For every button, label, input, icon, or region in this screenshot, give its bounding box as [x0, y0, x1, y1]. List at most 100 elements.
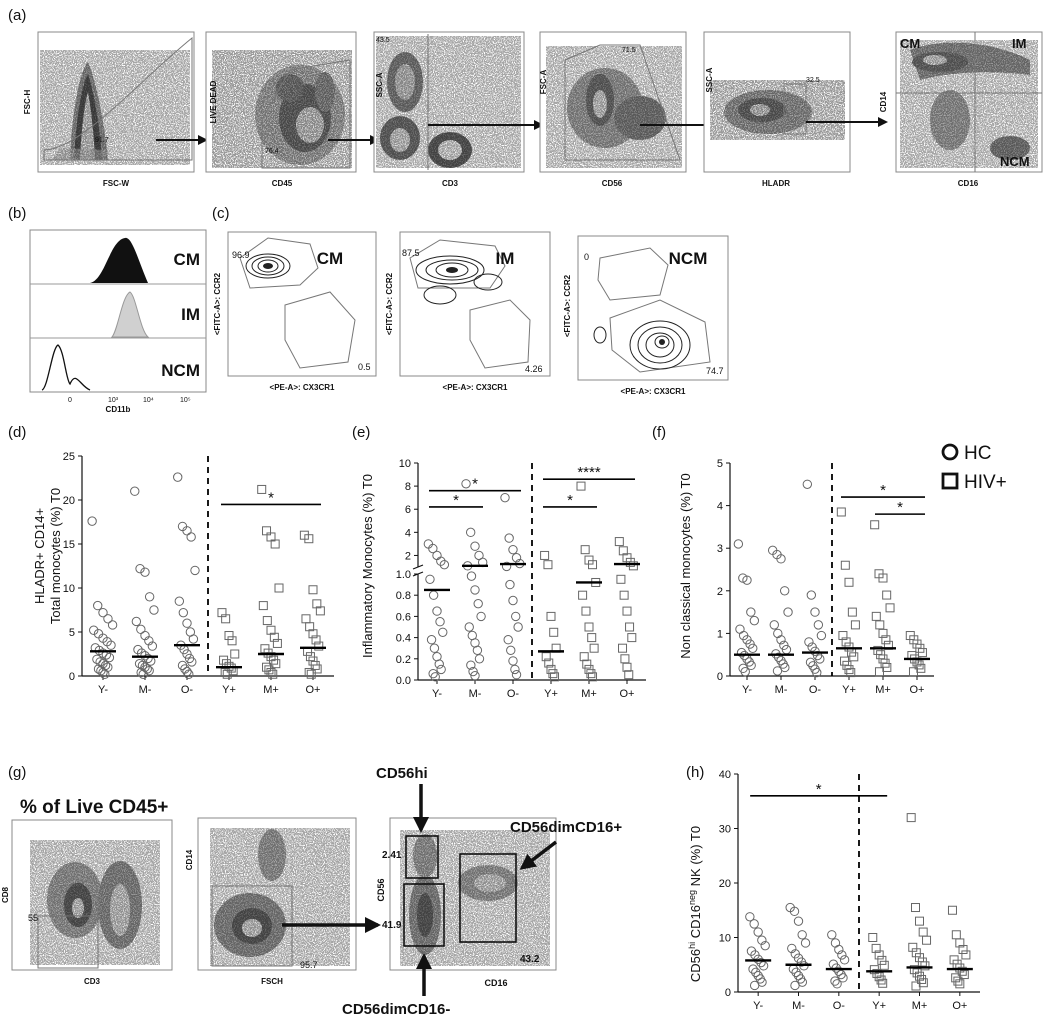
density-cloud [546, 46, 682, 168]
hiv-data-point [308, 629, 318, 639]
panel-h-label: (h) [686, 764, 704, 781]
hiv-data-point [838, 631, 848, 641]
ccr2-gate [239, 237, 319, 289]
ncm-histogram [41, 344, 91, 391]
callout-arrow [519, 840, 558, 870]
hc-data-point [436, 556, 446, 566]
hc-data-point [797, 930, 807, 940]
hc-data-point [103, 614, 113, 624]
hiv-data-point [620, 654, 630, 664]
hiv-data-point [578, 590, 588, 600]
panel-a-plot-2: 76.4 CD45 LIVE DEAD [205, 31, 357, 188]
row-label-im: IM [181, 305, 200, 324]
significance-marker: * [453, 492, 459, 509]
hc-data-point [815, 654, 825, 664]
significance-marker: * [472, 476, 478, 493]
hc-data-point [138, 669, 148, 679]
callout-cd56dim-cd16neg: CD56dimCD16- [342, 1001, 450, 1018]
hc-data-point [753, 927, 763, 937]
panel-b-histogram: CM IM NCM 0 10³ 10⁴ 10⁵ CD11b [29, 229, 207, 414]
hc-data-point [143, 653, 153, 664]
hiv-data-point [871, 943, 881, 953]
hiv-data-point [544, 658, 554, 668]
x-axis-label: CD45 [272, 179, 293, 188]
hc-data-point [511, 611, 521, 622]
hc-data-point [178, 607, 189, 618]
x-tick-label: O+ [952, 1000, 967, 1012]
y-axis-label: CD14 [879, 91, 888, 112]
hiv-data-point [850, 620, 860, 630]
hiv-data-point [274, 583, 284, 593]
y-axis-label: FSC-H [23, 90, 32, 115]
panel-g-title: % of Live CD45+ [20, 797, 168, 818]
y-axis-label: <FITC-A>: CCR2 [385, 272, 394, 335]
hc-data-point [466, 660, 476, 670]
hiv-data-point [586, 669, 596, 679]
y-tick-label: 0 [717, 671, 723, 683]
hc-data-point [838, 973, 848, 983]
hiv-data-point [224, 631, 234, 641]
hc-data-point [173, 472, 183, 482]
x-axis-label: CD3 [84, 977, 101, 986]
panel-e-label: (e) [352, 424, 370, 441]
hiv-data-point [580, 545, 590, 555]
hiv-data-point [625, 622, 635, 632]
y-axis-label: CD56 [376, 878, 386, 901]
x-tick-label: M+ [875, 684, 891, 696]
hc-data-point [470, 541, 480, 551]
y-tick-label: 10 [63, 583, 75, 595]
hc-data-point [134, 658, 145, 669]
hiv-data-point [844, 577, 854, 587]
y-axis-label: SSC-A [375, 72, 384, 97]
hc-data-point [136, 667, 146, 678]
hiv-data-point [849, 652, 859, 662]
hiv-data-point [541, 652, 551, 662]
x-axis-label: <PE-A>: CX3CR1 [270, 383, 335, 392]
hiv-data-point [258, 601, 268, 611]
panel-g-plot-1: 55 CD3 CD8 [1, 819, 173, 986]
contour-ncm [593, 320, 691, 370]
cx3cr1-gate [469, 299, 531, 369]
hiv-data-point [841, 637, 851, 647]
hc-data-point [746, 660, 756, 671]
hc-data-point [435, 617, 445, 627]
hc-data-point [184, 669, 194, 679]
cd3-gate [37, 915, 99, 969]
hiv-data-point [955, 938, 965, 948]
hiv-data-point [619, 590, 629, 600]
significance-marker: * [268, 489, 274, 506]
legend-square-icon [941, 472, 959, 490]
panel-f-ylabel: Non classical monocytes (%) T0 [678, 473, 693, 658]
hc-data-point [190, 565, 200, 576]
hc-data-point [773, 628, 783, 639]
axis-break-mark [412, 564, 424, 570]
y-tick-label: 5 [69, 627, 75, 639]
x-tick-label: M- [469, 688, 482, 700]
lower-gate-value: 0.5 [358, 362, 371, 372]
legend-label-hiv: HIV+ [964, 472, 1007, 493]
hiv-data-point [957, 966, 967, 976]
row-label-ncm: NCM [161, 361, 200, 380]
hiv-data-point [301, 614, 311, 624]
hiv-data-point [257, 484, 267, 494]
hc-data-point [476, 611, 486, 622]
hiv-data-point [266, 625, 276, 635]
hc-data-point [434, 659, 444, 669]
hiv-data-point [624, 670, 634, 680]
hc-data-point [506, 645, 516, 656]
hc-data-point [436, 664, 446, 675]
hiv-data-point [922, 935, 932, 945]
hladr-gate [783, 83, 807, 135]
x-axis-label: <PE-A>: CX3CR1 [621, 387, 686, 396]
hiv-data-point [882, 590, 892, 600]
hiv-data-point [953, 976, 963, 986]
hiv-data-point [222, 669, 232, 679]
hc-data-point [812, 667, 822, 678]
hiv-data-point [914, 660, 924, 670]
hiv-data-point [549, 627, 559, 637]
cd56dim-cd16neg-gate [403, 883, 445, 947]
hc-data-point [745, 912, 755, 922]
cx3cr1-gate [284, 291, 356, 369]
hc-data-point [733, 539, 744, 549]
